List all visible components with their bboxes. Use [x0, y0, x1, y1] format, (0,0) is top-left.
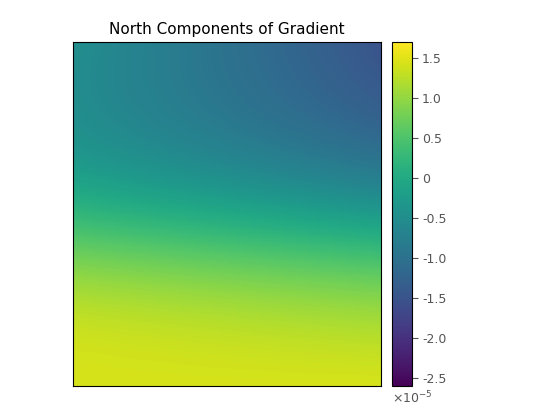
Title: North Components of Gradient: North Components of Gradient — [109, 22, 344, 37]
Text: $\times10^{-5}$: $\times10^{-5}$ — [392, 390, 433, 406]
